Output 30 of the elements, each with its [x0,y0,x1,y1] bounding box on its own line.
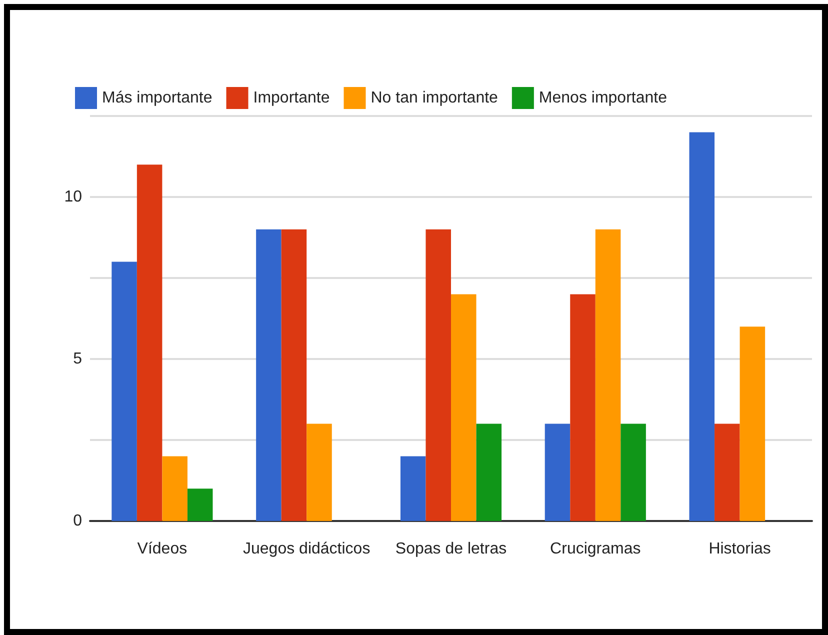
bar [620,424,646,521]
x-tick-label: Historias [708,540,771,558]
bar [187,488,213,521]
legend-label: Menos importante [538,90,668,106]
bar [544,424,570,521]
x-tick-label: Vídeos [137,540,188,558]
bar [451,294,476,521]
legend-label: Más importante [102,90,212,106]
bar [136,164,162,521]
bar [281,229,307,521]
bar [426,229,451,521]
bar [689,132,715,521]
legend-label: Importante [253,90,330,106]
bar [306,424,332,521]
bar [112,262,137,521]
x-tick-label: Sopas de letras [395,540,507,558]
x-tick-label: Crucigramas [550,540,641,558]
y-tick-label: 5 [73,350,82,368]
y-tick-label: 0 [73,512,82,530]
y-tick-label: 10 [64,188,82,206]
legend-label: No tan importante [370,90,498,106]
bar [714,424,740,521]
bar [476,424,502,521]
bar [400,456,426,521]
bar [256,229,282,521]
bar [570,294,596,521]
bar [740,326,766,521]
x-tick-label: Juegos didácticos [243,540,370,558]
bar [595,229,621,521]
bar [162,456,188,521]
